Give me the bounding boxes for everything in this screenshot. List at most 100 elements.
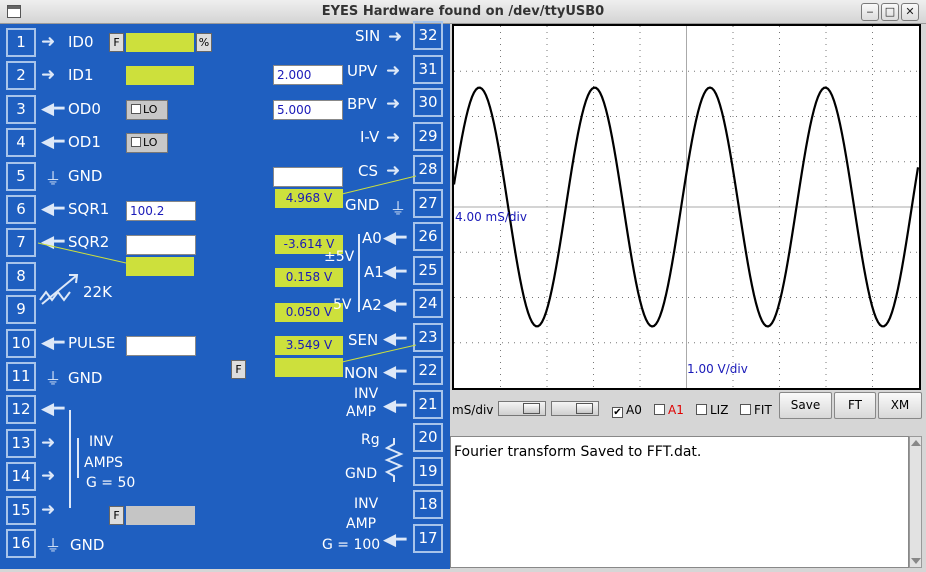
label-sqr2: SQR2 — [68, 233, 110, 251]
a0-checkbox[interactable]: ✔ A0 — [612, 403, 642, 418]
od1-checkbox[interactable]: LO — [126, 133, 168, 153]
scroll-up-icon[interactable] — [911, 440, 921, 446]
volt-scale-label: 1.00 V/div — [687, 362, 748, 376]
label-gnd-16: GND — [70, 536, 105, 554]
label-gain-100: G = 100 — [322, 537, 381, 553]
adc-bracket — [358, 234, 360, 312]
liz-checkbox[interactable]: LIZ — [696, 403, 728, 417]
label-22k: 22K — [83, 283, 112, 301]
pin-30: 30 — [413, 88, 443, 117]
id0-frequency-button[interactable]: F — [109, 33, 124, 52]
label-gnd-11: GND — [68, 369, 103, 387]
pin-12: 12 — [6, 395, 36, 424]
message-log[interactable]: Fourier transform Saved to FFT.dat. — [450, 436, 909, 568]
label-iv: I-V — [360, 128, 380, 146]
label-upv: UPV — [347, 62, 378, 80]
ground-icon: ⏚ — [45, 536, 62, 555]
xm-button[interactable]: XM — [878, 392, 922, 419]
minimize-button[interactable]: ‒ — [861, 3, 879, 21]
output-arrow-icon: ◀━ — [41, 399, 65, 419]
ft-button[interactable]: FT — [834, 392, 876, 419]
output-arrow-icon: ◀━ — [41, 199, 65, 219]
measure-frequency-button[interactable]: F — [231, 360, 246, 379]
label-amp-18: AMP — [346, 516, 377, 532]
gain-slider[interactable] — [551, 401, 599, 416]
a2-reading: 0.050 V — [275, 303, 343, 322]
sqr2-frequency-input[interactable] — [126, 235, 196, 255]
label-id0: ID0 — [68, 33, 94, 51]
id1-reading — [126, 66, 194, 85]
sqr1-frequency-input[interactable]: 100.2 — [126, 201, 196, 221]
title-bar: EYES Hardware found on /dev/ttyUSB0 ‒ □ … — [0, 0, 926, 24]
input-arrow-icon: ➜ — [41, 65, 56, 85]
input-arrow-icon: ◀━ — [383, 262, 407, 282]
id0-duty-button[interactable]: % — [196, 33, 212, 52]
cs-input[interactable] — [273, 167, 343, 187]
pin15-frequency-button[interactable]: F — [109, 506, 124, 525]
checkbox-icon — [696, 404, 707, 415]
label-sin: SIN — [355, 27, 381, 45]
oscilloscope-display[interactable]: 4.00 mS/div 1.00 V/div — [452, 24, 921, 390]
od1-lo-label: LO — [143, 136, 158, 149]
fit-checkbox[interactable]: FIT — [740, 403, 772, 417]
scope-grid — [454, 26, 919, 388]
window-title: EYES Hardware found on /dev/ttyUSB0 — [321, 4, 605, 19]
a1-reading: 0.158 V — [275, 268, 343, 287]
label-gnd-27: GND — [345, 196, 380, 214]
ground-icon: ⏚ — [45, 169, 62, 188]
input-arrow-icon: ➜ — [41, 32, 56, 52]
pin-19: 19 — [413, 457, 443, 486]
slider-thumb[interactable] — [523, 403, 540, 414]
pulse-input[interactable] — [126, 336, 196, 356]
pin-7: 7 — [6, 228, 36, 257]
output-arrow-icon: ◀━ — [41, 232, 65, 252]
input-arrow-icon: ◀━ — [383, 228, 407, 248]
pin-22: 22 — [413, 356, 443, 385]
label-amps: AMPS — [84, 455, 123, 471]
pin-11: 11 — [6, 362, 36, 391]
log-scrollbar[interactable] — [909, 436, 922, 568]
pin-5: 5 — [6, 162, 36, 191]
timebase-slider[interactable] — [498, 401, 546, 416]
amp-bracket — [69, 410, 79, 508]
label-od1: OD1 — [68, 133, 101, 151]
label-gnd-5: GND — [68, 167, 103, 185]
input-arrow-icon: ➜ — [41, 500, 56, 520]
upv-input[interactable]: 2.000 — [273, 65, 343, 85]
hardware-panel: 1 2 3 4 5 6 7 8 9 10 11 12 13 14 15 16 3… — [0, 21, 450, 569]
pin-6: 6 — [6, 195, 36, 224]
checkbox-icon: ✔ — [612, 407, 623, 418]
pin-9: 9 — [6, 295, 36, 324]
pin-16: 16 — [6, 529, 36, 558]
od0-checkbox[interactable]: LO — [126, 100, 168, 120]
output-arrow-icon: ◀━ — [41, 132, 65, 152]
pin15-reading — [126, 506, 195, 525]
label-cs: CS — [358, 162, 378, 180]
label-a0: A0 — [362, 229, 382, 247]
output-arrow-icon: ➜ — [386, 61, 401, 81]
slider-thumb[interactable] — [576, 403, 593, 414]
ground-icon: ⏚ — [45, 369, 62, 388]
pin-10: 10 — [6, 329, 36, 358]
checkbox-icon — [654, 404, 665, 415]
close-button[interactable]: ✕ — [901, 3, 919, 21]
pin-23: 23 — [413, 323, 443, 352]
scroll-down-icon[interactable] — [911, 558, 921, 564]
scope-controls: mS/div ✔ A0 A1 LIZ FIT Save FT XM — [450, 392, 926, 424]
id0-reading — [126, 33, 194, 52]
label-od0: OD0 — [68, 100, 101, 118]
cs-reading: 4.968 V — [275, 189, 343, 208]
pin-1: 1 — [6, 28, 36, 57]
a1-check-label: A1 — [668, 403, 684, 417]
save-button[interactable]: Save — [779, 392, 832, 419]
pin-18: 18 — [413, 490, 443, 519]
pin-3: 3 — [6, 95, 36, 124]
bpv-input[interactable]: 5.000 — [273, 100, 343, 120]
a0-trace — [452, 86, 920, 328]
label-amp-21: AMP — [346, 404, 377, 420]
a1-checkbox[interactable]: A1 — [654, 403, 684, 417]
label-a2: A2 — [362, 296, 382, 314]
label-sqr1: SQR1 — [68, 200, 110, 218]
maximize-button[interactable]: □ — [881, 3, 899, 21]
input-arrow-icon: ◀━ — [383, 530, 407, 550]
